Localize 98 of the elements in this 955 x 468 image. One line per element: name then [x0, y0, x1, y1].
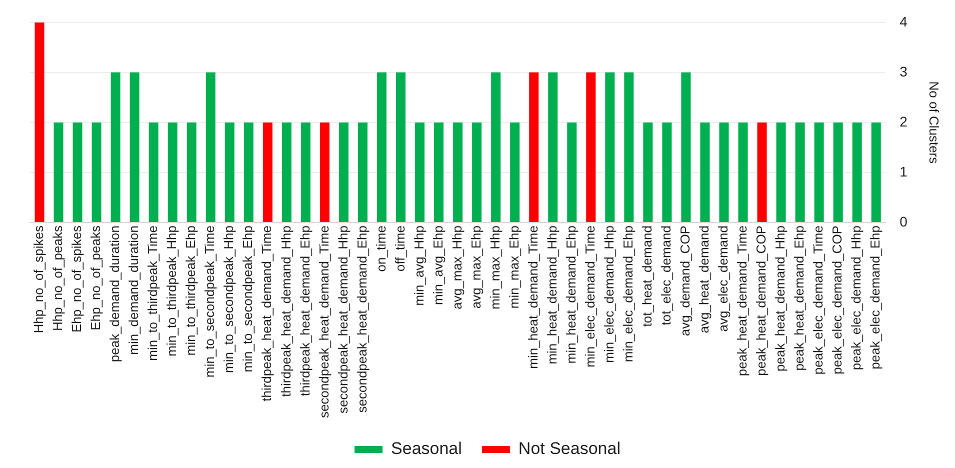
bar	[700, 122, 710, 222]
bar	[681, 72, 691, 222]
x-tick-label: min_heat_demand_Time	[525, 226, 540, 369]
x-tick-label: min_demand_duration	[126, 226, 142, 355]
bar	[320, 122, 330, 222]
x-tick-label: avg_heat_demand	[696, 226, 712, 334]
bar	[415, 122, 425, 222]
x-tick-label: Hhp_no_of_peaks	[50, 225, 66, 332]
x-tick-label: avg_demand_COP	[678, 226, 693, 336]
bar	[282, 122, 292, 222]
x-tick-label: tot_elec_demand	[658, 226, 674, 326]
x-tick-label: min_heat_demand_Ehp	[563, 226, 578, 364]
bar	[472, 122, 482, 222]
y-axis-title: No of Clusters	[926, 81, 942, 164]
bar	[358, 122, 368, 222]
bar	[338, 122, 348, 222]
bar	[262, 122, 272, 222]
x-tick-label: min_elec_demand_Ehp	[620, 226, 636, 362]
x-tick-label: thirdpeak_heat_demand_Ehp	[297, 226, 312, 396]
x-tick-label: on_time	[373, 226, 388, 272]
x-tick-label: peak_demand_duration	[107, 226, 122, 362]
y-tick-label: 0	[900, 213, 908, 230]
bar	[833, 122, 843, 222]
x-tick-label: min_to_secondpeak_Ehp	[240, 226, 256, 372]
bar	[148, 122, 158, 222]
x-tick-label: Ehp_no_of_peaks	[88, 225, 104, 330]
bar	[396, 72, 406, 222]
bar	[529, 72, 539, 222]
x-tick-label: min_heat_demand_Hhp	[544, 226, 560, 364]
x-tick-label: min_to_thirdpeak_Time	[145, 226, 160, 361]
y-tick-label: 3	[900, 63, 908, 80]
x-tick-label: secondpeak_heat_demand_Ehp	[354, 226, 370, 413]
bar	[776, 122, 786, 222]
x-tick-label: peak_heat_demand_Time	[734, 226, 750, 376]
bar	[72, 122, 82, 222]
x-tick-label: min_to_thirdpeak_Hhp	[164, 226, 180, 356]
bar	[643, 122, 653, 222]
bar	[586, 72, 596, 222]
bar	[54, 122, 64, 222]
bar	[852, 122, 862, 222]
y-tick-label: 1	[900, 163, 908, 180]
bar	[453, 122, 463, 222]
bar	[605, 72, 615, 222]
bar	[186, 122, 196, 222]
bar	[434, 122, 444, 222]
x-tick-label: secondpeak_heat_demand_Hhp	[335, 226, 350, 414]
bar	[624, 72, 634, 222]
y-tick-label: 4	[900, 13, 908, 30]
x-tick-label: min_to_secondpeak_Hhp	[221, 226, 236, 373]
x-tick-label: Ehp_no_of_spikes	[69, 225, 84, 332]
x-tick-label: min_avg_Ehp	[430, 226, 446, 306]
x-tick-label: peak_heat_demand_Hhp	[772, 226, 788, 372]
x-tick-label: thirdpeak_heat_demand_Hhp	[278, 226, 294, 397]
bar	[814, 122, 824, 222]
bar	[662, 122, 672, 222]
bar	[206, 72, 216, 222]
x-tick-label: peak_heat_demand_COP	[754, 226, 769, 376]
x-tick-label: min_to_secondpeak_Time	[202, 226, 218, 378]
bar	[738, 122, 748, 222]
bar	[244, 122, 254, 222]
x-tick-label: thirdpeak_heat_demand_Time	[259, 226, 274, 402]
x-tick-label: min_avg_Hhp	[411, 226, 426, 306]
bar	[548, 72, 558, 222]
x-tick-label: Hhp_no_of_spikes	[31, 225, 46, 334]
x-tick-label: min_elec_demand_Hhp	[601, 226, 616, 363]
x-tick-label: peak_elec_demand_Ehp	[868, 226, 883, 370]
x-tick-label: min_elec_demand_Time	[582, 226, 598, 368]
y-tick-label: 2	[900, 113, 908, 130]
bar	[719, 122, 729, 222]
x-tick-label: tot_heat_demand	[640, 226, 655, 327]
bar	[110, 72, 120, 222]
bar	[224, 122, 234, 222]
legend-label: Seasonal	[391, 439, 462, 458]
bar	[510, 122, 520, 222]
bar	[871, 122, 881, 222]
x-tick-label: peak_heat_demand_Ehp	[792, 226, 807, 371]
bar	[130, 72, 140, 222]
bar	[300, 122, 310, 222]
x-tick-label: min_max_Ehp	[506, 226, 522, 309]
bar	[795, 122, 805, 222]
x-tick-label: secondpeak_heat_demand_Time	[316, 226, 332, 418]
bar	[168, 122, 178, 222]
x-tick-label: peak_elec_demand_Hhp	[848, 226, 864, 370]
x-tick-label: min_max_Hhp	[487, 226, 502, 310]
bar	[757, 122, 767, 222]
x-tick-label: off_time	[392, 226, 408, 272]
x-tick-label: avg_max_Hhp	[449, 226, 464, 310]
bar	[567, 122, 577, 222]
legend-label: Not Seasonal	[518, 439, 620, 458]
bar	[491, 72, 501, 222]
bar	[92, 122, 102, 222]
x-tick-label: peak_elec_demand_Time	[810, 226, 826, 375]
x-tick-label: avg_max_Ehp	[468, 226, 484, 309]
bar	[377, 72, 387, 222]
x-tick-label: peak_elec_demand_COP	[830, 226, 845, 374]
x-tick-label: min_to_thirdpeak_Ehp	[183, 226, 198, 356]
x-tick-label: avg_elec_demand	[716, 226, 731, 332]
bar	[34, 22, 44, 222]
